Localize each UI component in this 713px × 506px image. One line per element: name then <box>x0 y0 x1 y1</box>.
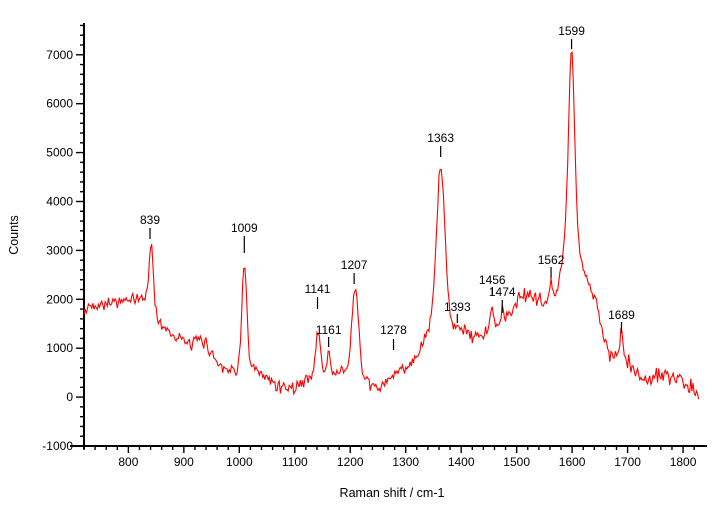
peak-label: 1207 <box>341 258 368 272</box>
y-tick-label: 4000 <box>46 194 73 208</box>
peak-label: 1689 <box>608 308 635 322</box>
peak-label: 1363 <box>427 131 454 145</box>
x-tick-label: 1000 <box>226 455 253 469</box>
peak-label: 1161 <box>316 323 342 337</box>
x-tick-label: 1800 <box>670 455 697 469</box>
x-tick-label: 1700 <box>614 455 641 469</box>
axes <box>70 23 707 453</box>
x-tick-label: 900 <box>174 455 194 469</box>
x-tick-label: 800 <box>118 455 138 469</box>
peak-label: 1456 <box>479 273 506 287</box>
x-tick-label: 1200 <box>337 455 364 469</box>
x-tick-label: 1500 <box>503 455 530 469</box>
y-tick-label: 7000 <box>46 48 73 62</box>
peak-label: 1393 <box>444 300 471 314</box>
y-tick-label: 5000 <box>46 146 73 160</box>
x-tick-label: 1600 <box>559 455 586 469</box>
y-tick-label: 1000 <box>46 341 73 355</box>
x-tick-label: 1300 <box>392 455 419 469</box>
peak-label: 1474 <box>489 285 516 299</box>
y-tick-label: 2000 <box>46 292 73 306</box>
y-axis-title: Counts <box>7 215 21 255</box>
spectrum-curve <box>83 51 700 400</box>
axis-tick-labels: -1000 0 1000 2000 3000 4000 5000 6000 7000 800 900… <box>42 48 696 469</box>
x-tick-label: 1100 <box>282 455 308 469</box>
y-tick-label: 0 <box>66 390 73 404</box>
peak-label: 1562 <box>538 253 565 267</box>
y-tick-label: 3000 <box>46 243 73 257</box>
peak-label: 1141 <box>305 282 331 296</box>
raman-spectrum-trace <box>83 51 700 400</box>
peak-label: 1599 <box>558 24 585 38</box>
y-tick-label: 6000 <box>46 97 73 111</box>
y-tick-label: -1000 <box>42 439 73 453</box>
peak-label: 1009 <box>231 221 258 235</box>
x-axis-title: Raman shift / cm-1 <box>340 486 445 500</box>
peak-label: 839 <box>140 213 160 227</box>
peak-label: 1278 <box>380 323 407 337</box>
x-tick-label: 1400 <box>448 455 475 469</box>
